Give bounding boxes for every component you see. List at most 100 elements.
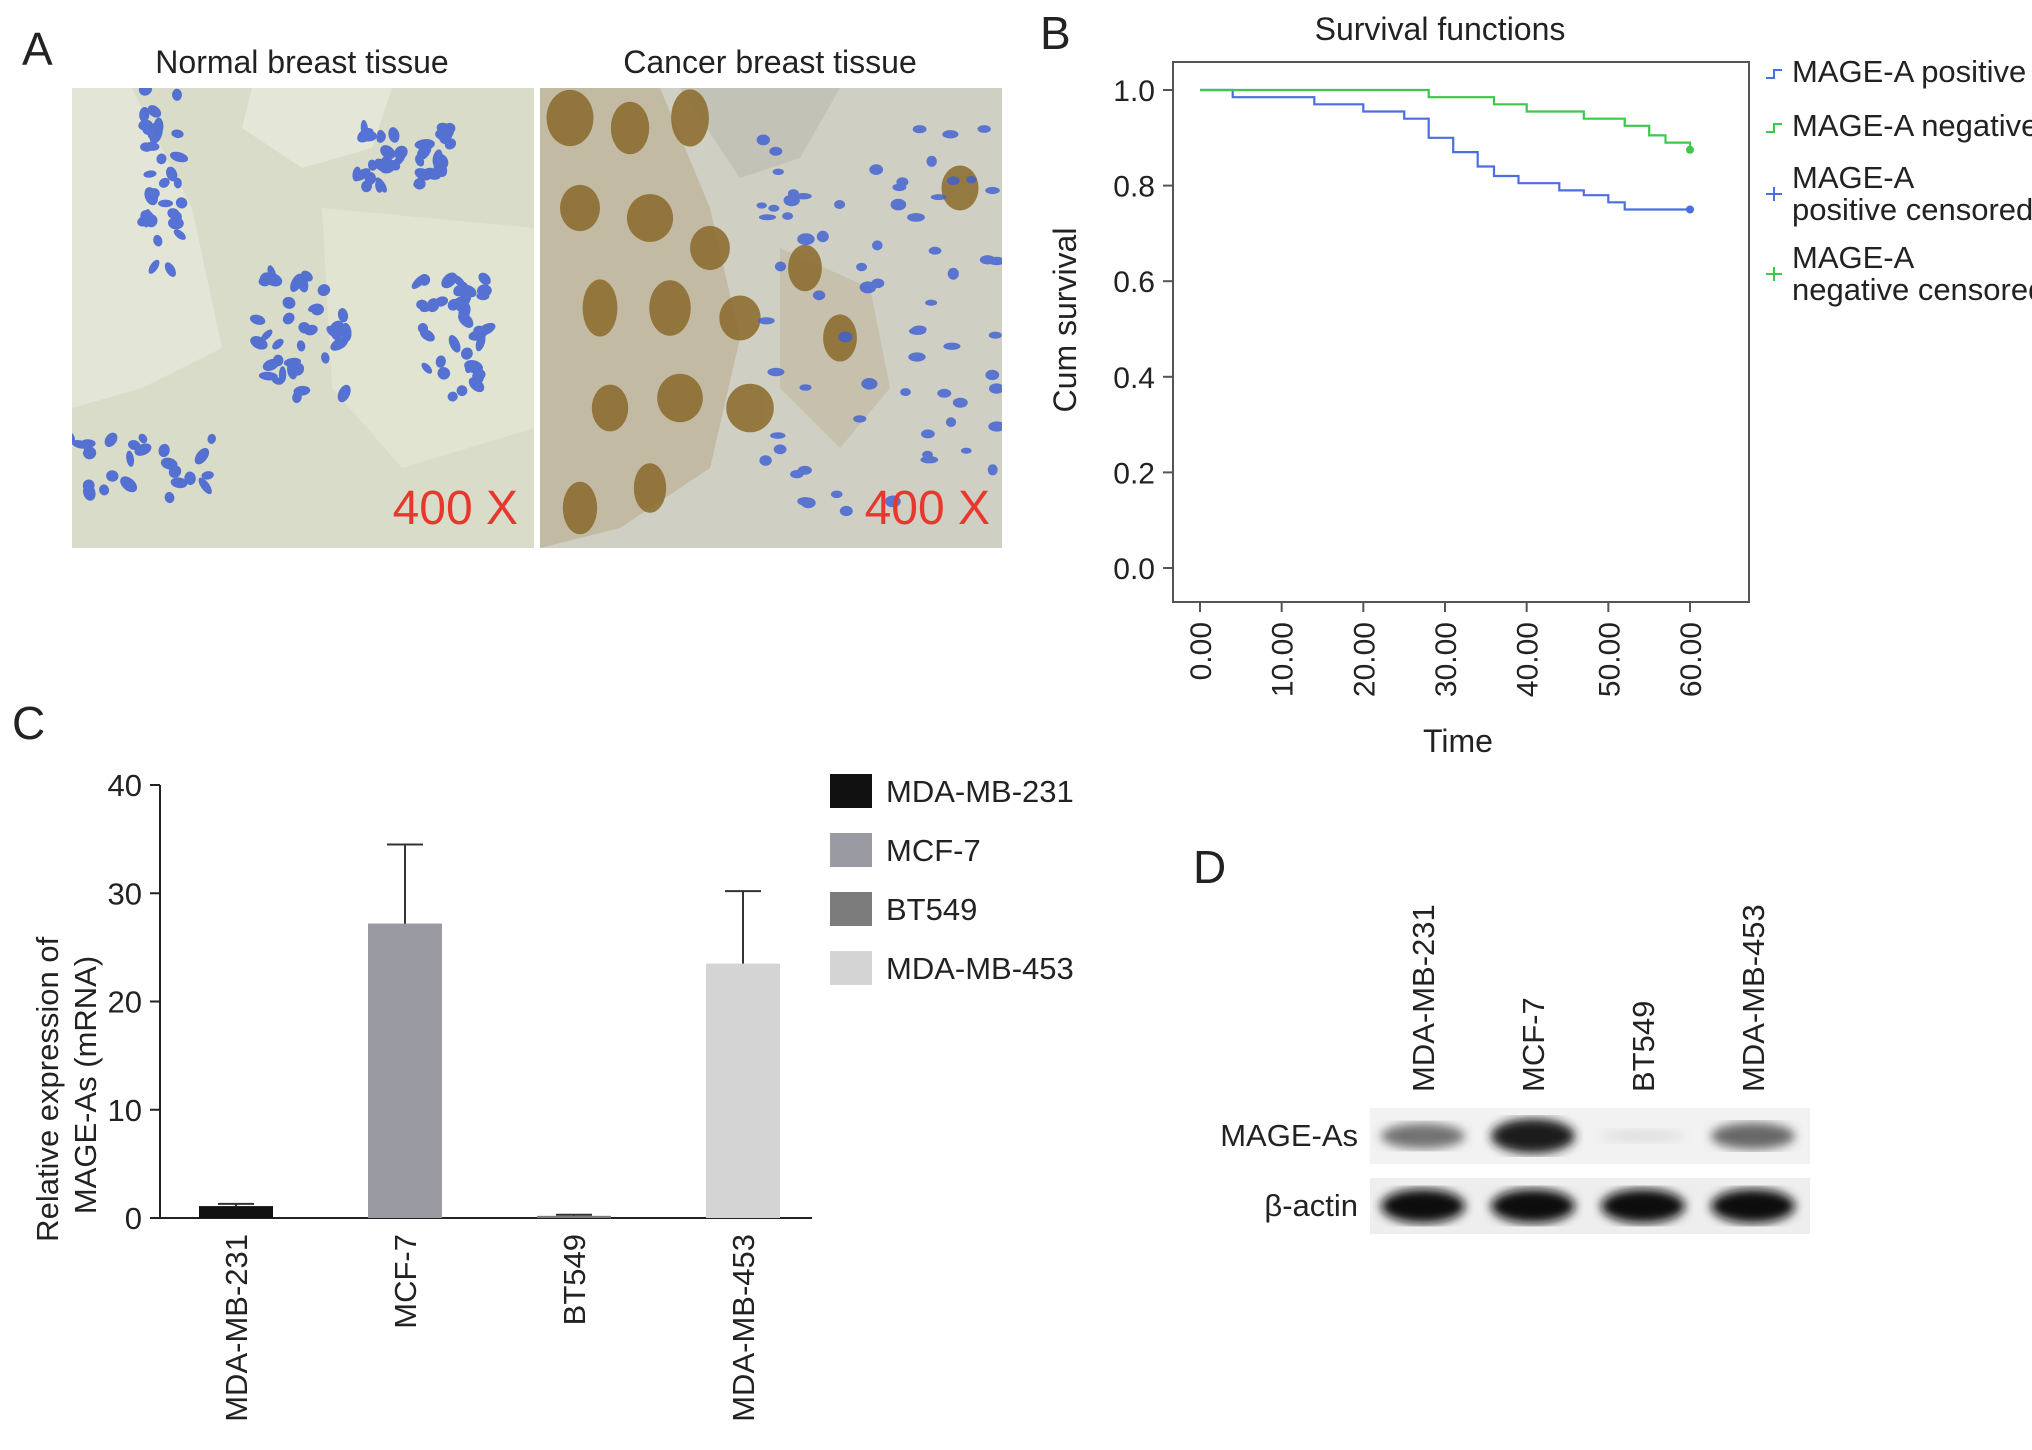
nucleus-blue: [911, 325, 927, 333]
nucleus-brown: [546, 89, 594, 147]
nucleus-brown: [719, 295, 761, 341]
nucleus-blue: [816, 230, 829, 243]
nucleus-blue: [448, 334, 461, 353]
nucleus-blue: [838, 331, 853, 343]
nucleus-blue: [173, 177, 182, 189]
nucleus-brown: [941, 165, 979, 211]
nucleus-blue: [758, 317, 775, 325]
nucleus-blue: [475, 333, 486, 352]
nucleus-blue: [99, 484, 110, 496]
nucleus-blue: [198, 477, 212, 495]
nucleus-blue: [930, 194, 947, 201]
nucleus-blue: [774, 261, 787, 272]
nucleus-blue: [134, 443, 152, 456]
expression-y-axis-label: Relative expression of MAGE-As (mRNA): [30, 928, 103, 1242]
nucleus-blue: [140, 142, 153, 152]
survival-x-axis-label: Time: [1423, 723, 1493, 759]
cancer-magnification-label: 400 X: [864, 482, 990, 535]
nucleus-blue: [138, 88, 153, 96]
nucleus-blue: [166, 166, 178, 182]
legend-plus-icon: [1766, 187, 1782, 201]
nucleus-blue: [394, 145, 408, 160]
nucleus-blue: [337, 308, 349, 323]
nucleus-blue: [138, 433, 148, 444]
nucleus-blue: [773, 444, 787, 455]
survival-line-negative: [1200, 88, 1692, 150]
nucleus-blue: [759, 455, 772, 466]
nucleus-blue: [148, 259, 160, 274]
bar-legend-label: MDA-MB-453: [886, 951, 1074, 986]
blot-row-label: MAGE-As: [1220, 1118, 1358, 1153]
nucleus-blue: [988, 421, 1002, 432]
nucleus-blue: [464, 361, 474, 374]
nucleus-blue: [415, 154, 425, 167]
nucleus-blue: [167, 208, 180, 220]
nucleus-blue: [797, 497, 813, 506]
bar: [706, 963, 780, 1218]
blot-lane-label: MDA-MB-231: [1406, 904, 1441, 1092]
bar-legend-swatch: [830, 892, 872, 926]
legend-plus-icon: [1766, 267, 1782, 281]
survival-line-positive: [1200, 88, 1690, 211]
nucleus-blue: [907, 213, 925, 222]
blot-band: [1381, 1189, 1465, 1223]
nucleus-brown: [671, 89, 709, 147]
nucleus-blue: [834, 200, 846, 209]
nucleus-blue: [987, 464, 998, 476]
blot-band: [1601, 1189, 1685, 1223]
nucleus-blue: [890, 198, 907, 211]
normal-tissue-image: 400 X: [72, 88, 534, 548]
nucleus-blue: [249, 314, 266, 325]
nucleus-blue: [72, 439, 89, 449]
nucleus-blue: [201, 471, 214, 480]
nucleus-blue: [360, 119, 369, 138]
nucleus-blue: [173, 229, 186, 240]
nucleus-blue: [767, 367, 785, 377]
blot-band: [1601, 1129, 1685, 1143]
nucleus-blue: [921, 429, 935, 439]
blot-band: [1711, 1189, 1795, 1223]
nucleus-blue: [171, 88, 183, 101]
nucleus-blue: [758, 214, 777, 221]
nucleus-blue: [853, 415, 867, 423]
nucleus-brown: [582, 279, 618, 337]
nucleus-blue: [290, 273, 304, 292]
nucleus-blue: [988, 331, 1002, 339]
survival-chart-title: Survival functions: [1315, 11, 1566, 47]
nucleus-blue: [856, 262, 868, 272]
nucleus-blue: [156, 153, 167, 165]
nucleus-blue: [120, 476, 138, 493]
nucleus-blue: [912, 125, 927, 134]
bar-category-label: MDA-MB-231: [219, 1234, 254, 1422]
nucleus-blue: [945, 417, 957, 428]
nucleus-blue: [447, 391, 458, 402]
nucleus-blue: [478, 272, 491, 286]
nucleus-blue: [298, 322, 311, 334]
nucleus-blue: [952, 397, 968, 408]
nucleus-blue: [441, 272, 458, 289]
nucleus-blue: [960, 447, 972, 454]
nucleus-blue: [104, 432, 118, 447]
nucleus-blue: [168, 465, 182, 478]
nucleus-brown: [562, 481, 598, 535]
nucleus-brown: [649, 280, 691, 336]
cancer-tissue-image: 400 X: [540, 88, 1002, 548]
nucleus-blue: [287, 361, 298, 380]
nucleus-blue: [262, 358, 280, 371]
blot-lane-label: BT549: [1626, 1001, 1661, 1092]
survival-y-tick-label: 0.0: [1113, 553, 1155, 586]
nucleus-blue: [946, 176, 960, 185]
nucleus-blue: [267, 265, 277, 281]
nucleus-blue: [380, 145, 396, 160]
blot-row-label: β-actin: [1264, 1188, 1358, 1223]
nucleus-blue: [782, 212, 794, 220]
nucleus-blue: [947, 267, 959, 280]
nucleus-blue: [417, 323, 429, 334]
nucleus-blue: [942, 130, 959, 139]
nucleus-blue: [839, 505, 853, 517]
nucleus-blue: [797, 233, 815, 246]
nucleus-blue: [175, 197, 188, 209]
nucleus-blue: [282, 312, 295, 325]
normal-tissue-caption: Normal breast tissue: [155, 44, 449, 80]
nucleus-blue: [756, 134, 770, 146]
